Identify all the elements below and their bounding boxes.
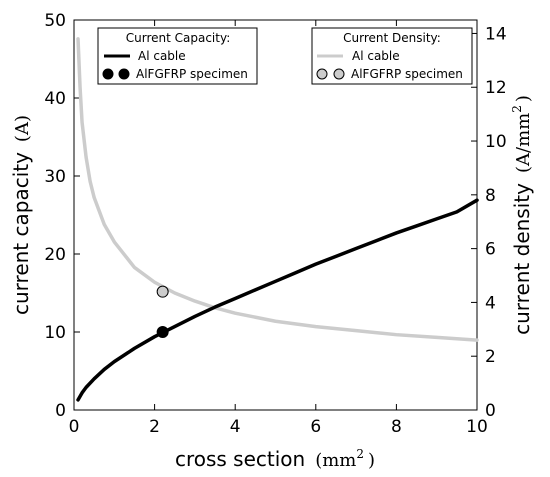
y-right-tick-label: 14 xyxy=(485,24,507,44)
y-left-axis-unit-open: ( xyxy=(12,135,33,142)
legend-density-title: Current Density: xyxy=(343,31,441,45)
y-right-tick-label: 6 xyxy=(485,240,496,260)
x-tick-label: 2 xyxy=(149,417,160,437)
y-left-tick-label: 10 xyxy=(44,323,66,343)
x-tick-label: 6 xyxy=(310,417,321,437)
y-right-axis-unit: A/mm xyxy=(513,113,534,167)
x-axis-unit-close: ) xyxy=(368,450,375,471)
x-axis-ticks: 0 2 4 6 8 10 xyxy=(69,20,488,437)
y-right-tick-label: 0 xyxy=(485,401,496,421)
legend-density: Current Density: Al cable AlFGFRP specim… xyxy=(311,27,473,85)
x-axis-label-text: cross section xyxy=(175,447,305,471)
y-left-axis-label-text: current capacity xyxy=(9,152,33,315)
x-axis-unit: mm xyxy=(322,450,356,471)
y-right-tick-label: 12 xyxy=(485,78,507,98)
y-right-axis-ticks: 0 2 4 6 8 10 12 14 xyxy=(471,24,507,421)
capacity-line-al-cable xyxy=(76,198,479,402)
y-right-tick-label: 4 xyxy=(485,293,496,313)
capacity-marker-specimen xyxy=(156,326,169,338)
y-left-tick-label: 50 xyxy=(44,11,66,31)
legend-capacity-line-label: Al cable xyxy=(138,49,186,63)
y-right-axis-unit-close: ) xyxy=(513,95,534,102)
legend-density-marker-label: AlFGFRP specimen xyxy=(351,67,463,81)
x-axis-unit-open: ( xyxy=(315,450,322,471)
y-left-tick-label: 20 xyxy=(44,245,66,265)
y-left-axis-unit-close: ) xyxy=(12,115,33,122)
x-tick-label: 8 xyxy=(391,417,402,437)
legend-capacity-marker-swatch-2 xyxy=(118,68,130,80)
legend-capacity-marker-label: AlFGFRP specimen xyxy=(136,67,248,81)
y-left-tick-label: 40 xyxy=(44,89,66,109)
x-tick-label: 0 xyxy=(69,417,80,437)
y-right-axis-label-text: current density xyxy=(510,183,534,335)
y-right-tick-label: 8 xyxy=(485,186,496,206)
legend-density-marker-swatch-2 xyxy=(333,68,345,80)
y-right-axis-unit-open: ( xyxy=(513,166,534,173)
y-right-axis-label: current density (A/mm2) xyxy=(510,95,534,335)
y-right-axis-unit-sup: 2 xyxy=(510,105,524,113)
density-marker-specimen xyxy=(156,285,169,298)
legend-capacity-title: Current Capacity: xyxy=(126,31,231,45)
x-axis-unit-sup: 2 xyxy=(356,447,364,461)
x-tick-label: 4 xyxy=(230,417,241,437)
legend-density-line-label: Al cable xyxy=(352,49,400,63)
y-left-axis-unit: A xyxy=(12,121,33,136)
y-left-axis-ticks: 0 10 20 30 40 50 xyxy=(44,11,80,421)
x-axis-label: cross section (mm2) xyxy=(175,447,375,471)
legend-density-marker-swatch-1 xyxy=(316,68,328,80)
x-tick-label: 10 xyxy=(466,417,488,437)
y-left-axis-label: current capacity (A) xyxy=(9,115,33,315)
legend-capacity-marker-swatch-1 xyxy=(102,68,114,80)
legend-capacity: Current Capacity: Al cable AlFGFRP speci… xyxy=(97,27,258,85)
marker-layer xyxy=(156,285,169,338)
y-right-tick-label: 10 xyxy=(485,132,507,152)
y-right-tick-label: 2 xyxy=(485,347,496,367)
y-left-tick-label: 0 xyxy=(55,401,66,421)
y-left-tick-label: 30 xyxy=(44,167,66,187)
